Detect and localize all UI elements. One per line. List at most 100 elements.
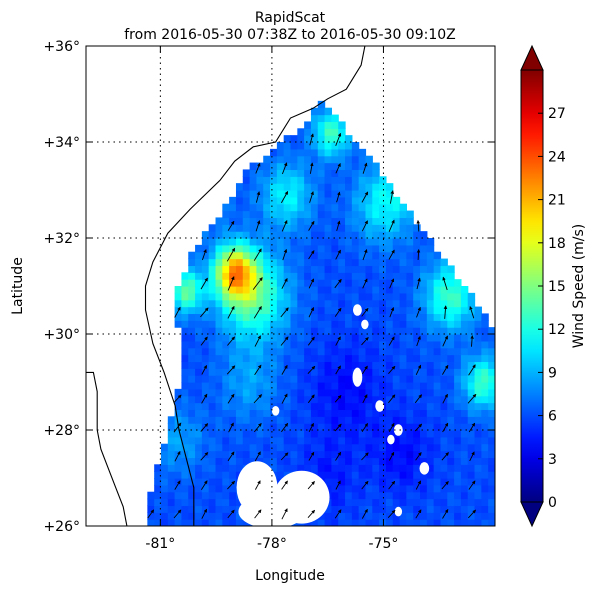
speed-cell [474,498,482,507]
speed-cell [420,299,428,308]
speed-cell [310,183,319,191]
speed-cell [297,272,305,280]
speed-cell [290,224,298,232]
speed-cell [392,334,401,342]
speed-cell [433,292,442,301]
speed-cell [433,512,442,520]
speed-cell [460,320,469,328]
speed-cell [222,292,230,301]
speed-cell [406,354,414,363]
x-axis-label: Longitude [255,568,325,584]
speed-cell [290,423,298,431]
speed-cell [351,203,360,212]
speed-cell [297,224,305,232]
speed-cell [338,327,346,335]
speed-cell [235,423,244,431]
speed-cell [283,395,292,404]
speed-cell [324,286,332,294]
speed-cell [379,436,387,445]
speed-cell [160,464,169,472]
speed-cell [242,423,251,431]
speed-cell [358,478,367,486]
speed-cell [406,244,414,253]
speed-cell [235,196,244,205]
speed-cell [420,382,428,390]
speed-cell [379,292,387,301]
speed-cell [399,382,407,390]
wind-vector [281,277,288,289]
speed-cell [188,382,196,390]
speed-cell [399,306,407,315]
speed-cell [208,306,217,315]
speed-cell [365,354,373,363]
speed-cell [270,457,278,465]
speed-cell [447,484,455,493]
speed-cell [167,471,176,479]
speed-cell [324,464,332,472]
speed-cell [201,272,210,280]
speed-cell [167,436,176,445]
speed-cell [256,430,264,438]
speed-cell [229,491,237,500]
speed-cell [310,203,319,212]
speed-cell [440,491,448,500]
speed-cell [406,347,414,356]
wind-vector [334,423,342,432]
speed-cell [147,498,155,507]
speed-cell [426,299,435,308]
speed-cell [324,155,332,164]
speed-cell [249,409,258,417]
speed-cell [263,347,271,356]
speed-cell [263,299,271,308]
speed-cell [331,238,339,246]
speed-cell [358,368,367,376]
speed-cell [338,135,346,143]
speed-cell [460,464,469,472]
speed-cell [481,388,489,397]
speed-cell [379,464,387,472]
speed-cell [208,375,217,383]
speed-cell [317,519,326,526]
speed-cell [358,251,367,260]
wind-vector [388,394,396,404]
speed-cell [283,142,292,150]
speed-cell [256,375,264,383]
wind-vector [253,305,262,319]
speed-cell [406,292,414,301]
speed-cell [160,471,169,479]
speed-cell [324,265,332,273]
speed-cell [481,457,489,465]
speed-cell [229,368,237,376]
speed-cell [345,368,353,376]
speed-cell [345,286,353,294]
speed-cell [351,464,360,472]
speed-cell [229,231,237,239]
speed-cell [235,402,244,411]
speed-cell [235,183,244,191]
speed-cell [283,299,292,308]
speed-cell [392,272,401,280]
colorbar-tick-label: 27 [548,106,566,122]
speed-cell [304,279,312,287]
speed-cell [426,423,435,431]
speed-cell [372,498,380,507]
speed-cell [331,430,339,438]
speed-cell [351,430,360,438]
speed-cell [338,361,346,369]
speed-cell [290,155,298,164]
speed-cell [310,340,319,349]
speed-cell [331,286,339,294]
speed-cell [174,313,183,321]
speed-cell [345,244,353,253]
speed-cell [304,210,312,219]
speed-cell [365,279,373,287]
speed-cell [413,443,421,452]
speed-cell [467,388,476,397]
speed-cell [208,238,217,246]
speed-cell [174,512,183,520]
speed-cell [235,375,244,383]
speed-cell [310,519,319,526]
speed-cell [242,258,251,267]
speed-cell [276,450,285,459]
speed-cell [215,231,223,239]
